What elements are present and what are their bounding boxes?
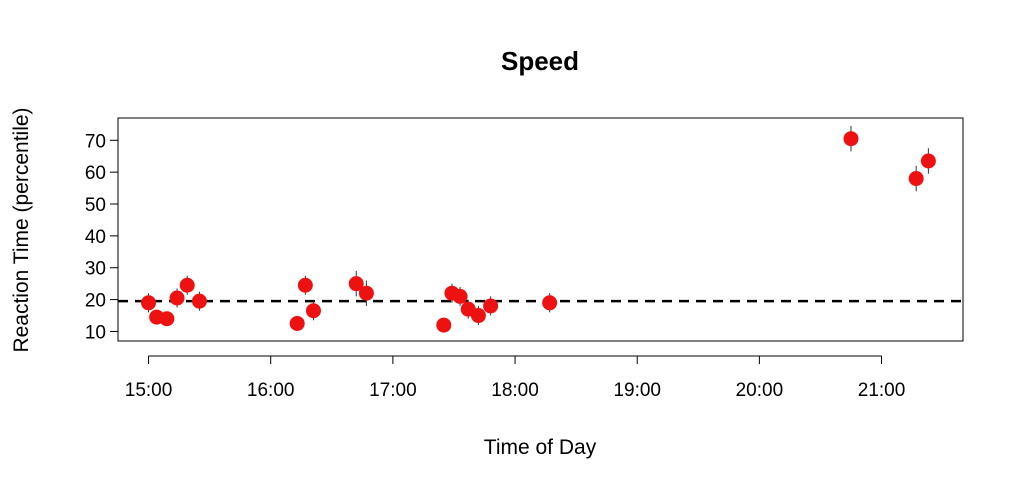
data-point — [141, 295, 157, 311]
data-point — [179, 277, 195, 293]
y-tick-label: 40 — [85, 227, 106, 248]
data-point — [289, 315, 305, 331]
data-point — [908, 171, 924, 187]
data-point — [483, 298, 499, 314]
y-axis: 10 20 30 40 50 60 70 — [85, 131, 118, 343]
x-tick-label: 21:00 — [858, 380, 906, 401]
data-point — [305, 303, 321, 319]
data-point — [843, 131, 859, 147]
data-point — [920, 153, 936, 169]
data-point — [169, 290, 185, 306]
data-point — [191, 293, 207, 309]
data-point — [358, 285, 374, 301]
y-tick-label: 10 — [85, 322, 106, 343]
y-tick-label: 20 — [85, 291, 106, 312]
data-point — [542, 295, 558, 311]
data-point — [470, 308, 486, 324]
y-tick-label: 70 — [85, 131, 106, 152]
data-point — [297, 277, 313, 293]
x-tick-label: 20:00 — [736, 380, 784, 401]
chart-title: Speed — [501, 46, 579, 76]
plot-area — [117, 117, 964, 342]
y-tick-label: 50 — [85, 195, 106, 216]
data-point — [436, 317, 452, 333]
y-tick-label: 30 — [85, 259, 106, 280]
data-point — [159, 311, 175, 327]
data-point — [452, 288, 468, 304]
x-axis: 15:00 16:00 17:00 18:00 19:00 20:00 21:00 — [125, 355, 906, 401]
x-tick-label: 19:00 — [613, 380, 661, 401]
x-axis-label: Time of Day — [484, 436, 597, 459]
x-tick-label: 18:00 — [491, 380, 539, 401]
y-tick-label: 60 — [85, 163, 106, 184]
x-tick-label: 16:00 — [247, 380, 295, 401]
x-tick-label: 15:00 — [125, 380, 173, 401]
data-points — [141, 125, 936, 333]
data-point — [348, 276, 364, 292]
y-axis-label: Reaction Time (percentile) — [10, 107, 33, 352]
x-tick-label: 17:00 — [369, 380, 417, 401]
